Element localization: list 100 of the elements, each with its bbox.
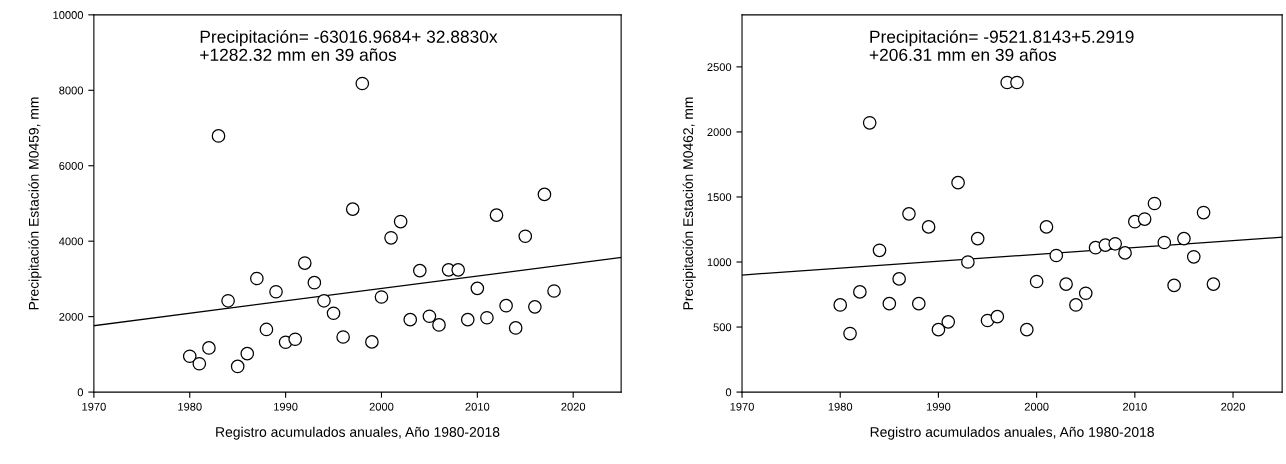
point: [182, 349, 197, 364]
point: [221, 293, 235, 308]
point: [240, 346, 255, 361]
point: [384, 230, 398, 245]
point: [872, 243, 887, 258]
point: [1196, 205, 1211, 220]
point: [297, 256, 312, 270]
y-tick-label: 10000: [53, 11, 84, 19]
point: [259, 322, 274, 337]
point: [345, 202, 360, 216]
point: [833, 298, 848, 312]
point: [862, 115, 877, 130]
point: [508, 321, 523, 335]
y-axis-title: Precipitación Estación M0459, mm: [28, 97, 42, 310]
point: [1059, 277, 1073, 291]
x-tick-label: 2020: [561, 402, 586, 411]
point: [537, 187, 552, 202]
point: [432, 318, 446, 332]
point: [1118, 246, 1132, 260]
point: [374, 290, 389, 304]
point: [518, 229, 533, 244]
point: [451, 263, 466, 277]
point: [307, 275, 322, 290]
x-tick-label: 1980: [828, 402, 853, 411]
point: [1157, 235, 1172, 250]
point: [547, 284, 561, 298]
point: [970, 231, 985, 246]
point: [882, 296, 897, 311]
point: [892, 272, 906, 286]
point: [528, 299, 542, 314]
annotation: Precipitación= -63016.9684+ 32.8830x +1282.32 mm en 39 años: [200, 29, 498, 61]
point: [250, 271, 264, 286]
point: [1108, 236, 1123, 251]
annotation: Precipitación= -9521.8143+5.2919 +206.31 mm en 39 años: [869, 29, 1134, 61]
point: [921, 220, 936, 234]
point: [990, 309, 1005, 324]
y-tick-label: 1500: [707, 193, 732, 202]
point: [1019, 322, 1034, 337]
point: [192, 356, 207, 371]
point: [336, 330, 350, 344]
x-axis-title: Registro acumulados anuales, Año 1980-2018: [216, 426, 500, 440]
x-tick-label: 1990: [274, 402, 298, 411]
point: [269, 284, 283, 299]
x-axis-title: Registro acumulados anuales, Año 1980-2018: [870, 426, 1154, 440]
x-tick-label: 2000: [1024, 402, 1049, 411]
point: [489, 208, 504, 222]
point: [931, 322, 946, 337]
point: [911, 296, 926, 311]
point: [1186, 249, 1201, 264]
y-tick-label: 2000: [59, 312, 84, 321]
point: [460, 312, 475, 327]
point: [412, 263, 427, 278]
point: [499, 298, 513, 313]
point: [951, 175, 965, 190]
point: [941, 314, 956, 329]
point: [326, 306, 341, 321]
point: [211, 129, 226, 143]
y-tick-label: 8000: [59, 86, 84, 95]
point: [902, 207, 916, 221]
point: [1069, 298, 1083, 312]
point: [288, 332, 303, 347]
x-tick-label: 1970: [730, 402, 754, 411]
y-tick-label: 500: [713, 323, 732, 332]
point: [1010, 75, 1024, 90]
y-tick-label: 6000: [59, 162, 84, 170]
point: [1039, 220, 1054, 234]
point: [1029, 274, 1044, 289]
x-tick-label: 2020: [1221, 402, 1245, 411]
x-tick-label: 2010: [1123, 402, 1147, 411]
y-tick-label: 1000: [707, 258, 732, 267]
point: [1137, 212, 1152, 226]
y-tick-label: 4000: [59, 237, 84, 246]
point: [1206, 277, 1221, 291]
y-tick-label: 0: [725, 388, 732, 397]
point: [1147, 196, 1162, 211]
point: [355, 76, 370, 91]
point: [393, 214, 408, 229]
point: [422, 309, 437, 324]
point: [1078, 286, 1093, 301]
point: [853, 285, 867, 299]
point: [365, 335, 379, 349]
x-tick-label: 2010: [465, 402, 490, 411]
point: [1167, 278, 1181, 293]
x-tick-label: 2000: [369, 402, 394, 411]
point: [230, 359, 245, 374]
x-tick-label: 1970: [82, 402, 106, 411]
point: [961, 255, 975, 269]
y-tick-label: 0: [77, 388, 84, 397]
point: [202, 341, 216, 355]
point: [317, 293, 331, 308]
y-tick-label: 2000: [707, 128, 732, 137]
point: [480, 310, 494, 325]
x-tick-label: 1980: [178, 402, 202, 411]
x-tick-label: 1990: [926, 402, 951, 411]
point: [1049, 248, 1064, 263]
point: [403, 312, 418, 327]
y-axis-title: Precipitación Estación M0462, mm: [682, 97, 696, 310]
point: [843, 326, 857, 341]
y-tick-label: 2500: [707, 63, 732, 72]
point: [470, 281, 485, 296]
